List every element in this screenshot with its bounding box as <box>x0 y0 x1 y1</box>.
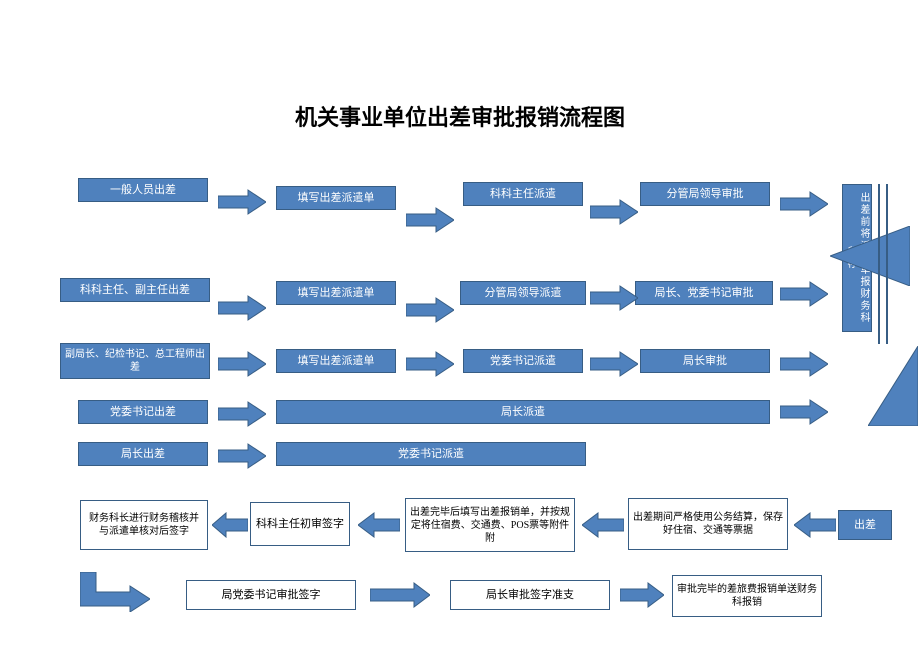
label: 党委书记派遣 <box>490 354 556 368</box>
box-r1c1: 一般人员出差 <box>78 178 208 202</box>
label: 局长审批 <box>683 354 727 368</box>
bent-arrow-icon <box>80 572 150 612</box>
box-r1c4: 分管局领导审批 <box>640 182 770 206</box>
arrow-right-icon <box>780 398 828 426</box>
box-r2c4: 局长、党委书记审批 <box>635 281 773 305</box>
vline-icon <box>886 184 888 344</box>
page-title: 机关事业单位出差审批报销流程图 <box>0 100 920 132</box>
triangle-icon <box>830 226 910 286</box>
label: 局长出差 <box>121 447 165 461</box>
arrow-right-icon <box>218 294 266 322</box>
arrow-right-icon <box>406 350 454 378</box>
arrow-right-icon <box>218 188 266 216</box>
box-c2: 局长审批签字准支 <box>450 580 610 610</box>
vline-icon <box>878 184 880 344</box>
box-r1c2: 填写出差派遣单 <box>276 186 396 210</box>
box-r5c1: 局长出差 <box>78 442 208 466</box>
arrow-right-icon <box>218 400 266 428</box>
label: 出差期间严格使用公务结算，保存好住宿、交通等票据 <box>633 511 783 537</box>
arrow-right-icon <box>590 284 638 312</box>
triangle-icon <box>868 346 918 426</box>
arrow-left-icon <box>358 512 400 538</box>
label: 副局长、纪检书记、总工程师出差 <box>65 348 205 374</box>
box-r2c3: 分管局领导派遣 <box>460 281 586 305</box>
label: 党委书记出差 <box>110 405 176 419</box>
arrow-right-icon <box>780 280 828 308</box>
arrow-right-icon <box>590 198 638 226</box>
box-b1: 财务科长进行财务稽核并与派遣单核对后签字 <box>80 500 208 550</box>
box-b4: 出差期间严格使用公务结算，保存好住宿、交通等票据 <box>628 498 788 550</box>
label: 科科主任初审签字 <box>256 517 344 531</box>
box-r3c2: 填写出差派遣单 <box>276 349 396 373</box>
label: 财务科长进行财务稽核并与派遣单核对后签字 <box>85 512 203 538</box>
label: 分管局领导派遣 <box>485 286 562 300</box>
box-r3c4: 局长审批 <box>640 349 770 373</box>
label: 出差完毕后填写出差报销单，并按规定将住宿费、交通费、POS票等附件附 <box>410 506 570 545</box>
label: 填写出差派遣单 <box>298 286 375 300</box>
box-r2c2: 填写出差派遣单 <box>276 281 396 305</box>
box-b3: 出差完毕后填写出差报销单，并按规定将住宿费、交通费、POS票等附件附 <box>405 498 575 552</box>
box-r4c1: 党委书记出差 <box>78 400 208 424</box>
box-r2c1: 科科主任、副主任出差 <box>60 278 210 302</box>
label: 一般人员出差 <box>110 183 176 197</box>
label: 科科主任、副主任出差 <box>80 283 190 297</box>
box-r5wide: 党委书记派遣 <box>276 442 586 466</box>
arrow-right-icon <box>590 350 638 378</box>
box-r1c3: 科科主任派遣 <box>463 182 583 206</box>
label: 审批完毕的差旅费报销单送财务科报销 <box>677 583 817 609</box>
box-b5: 出差 <box>838 510 892 540</box>
box-r3c3: 党委书记派遣 <box>463 349 583 373</box>
arrow-right-icon <box>218 350 266 378</box>
label: 分管局领导审批 <box>667 187 744 201</box>
box-r4wide: 局长派遣 <box>276 400 770 424</box>
label: 局长、党委书记审批 <box>655 286 754 300</box>
label: 出差 <box>854 518 876 532</box>
box-b2: 科科主任初审签字 <box>250 502 350 546</box>
arrow-left-icon <box>794 512 836 538</box>
arrow-right-icon <box>406 206 454 234</box>
arrow-right-icon <box>620 582 664 608</box>
label: 局长审批签字准支 <box>486 588 574 602</box>
label: 填写出差派遣单 <box>298 354 375 368</box>
label: 党委书记派遣 <box>398 447 464 461</box>
label: 局党委书记审批签字 <box>222 588 321 602</box>
label: 局长派遣 <box>501 405 545 419</box>
box-r3c1: 副局长、纪检书记、总工程师出差 <box>60 343 210 379</box>
arrow-right-icon <box>780 350 828 378</box>
arrow-right-icon <box>406 296 454 324</box>
label: 填写出差派遣单 <box>298 191 375 205</box>
box-c1: 局党委书记审批签字 <box>186 580 356 610</box>
arrow-right-icon <box>218 442 266 470</box>
box-c3: 审批完毕的差旅费报销单送财务科报销 <box>672 575 822 617</box>
label: 科科主任派遣 <box>490 187 556 201</box>
arrow-left-icon <box>582 512 624 538</box>
arrow-right-icon <box>370 582 430 608</box>
arrow-right-icon <box>780 190 828 218</box>
arrow-left-icon <box>212 512 248 538</box>
